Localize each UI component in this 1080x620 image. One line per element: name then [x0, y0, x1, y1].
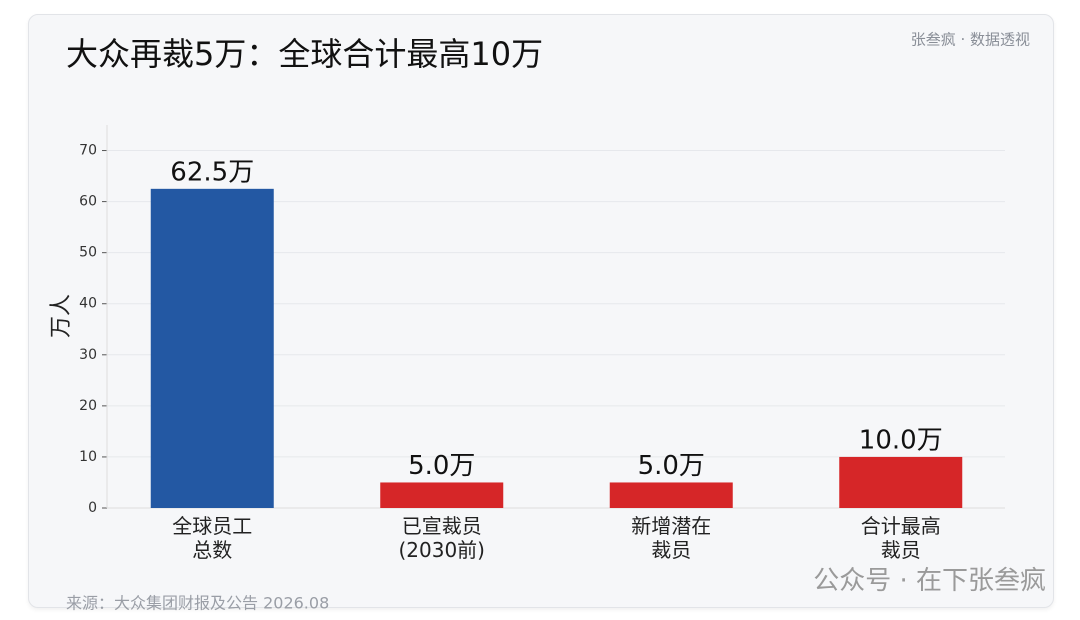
x-tick-label: 新增潜在 裁员 [631, 514, 712, 562]
x-tick-label: 合计最高 裁员 [860, 514, 941, 562]
y-tick-label: 40 [79, 296, 97, 312]
bar [609, 482, 733, 508]
subtitle: 张叁疯 · 数据透视 [911, 31, 1030, 49]
y-tick-label: 0 [88, 500, 97, 516]
y-tick-label: 60 [79, 194, 97, 210]
value-label: 62.5万 [170, 157, 254, 187]
bar [839, 456, 963, 508]
y-tick-label: 70 [79, 143, 97, 159]
x-tick-label: 全球员工 总数 [172, 514, 253, 562]
y-axis-label: 万人 [49, 294, 74, 338]
value-label: 10.0万 [859, 425, 943, 455]
bar [380, 482, 504, 508]
chart-title: 大众再裁5万：全球合计最高10万 [66, 35, 543, 73]
value-label: 5.0万 [638, 451, 705, 481]
y-tick-label: 20 [79, 398, 97, 414]
value-label: 5.0万 [408, 451, 475, 481]
x-tick-label: 已宣裁员 (2030前) [398, 514, 485, 562]
watermark: 公众号 · 在下张叁疯 [813, 566, 1046, 596]
y-tick-label: 30 [79, 347, 97, 363]
y-tick-label: 50 [79, 245, 97, 261]
source: 来源：大众集团财报及公告 2026.08 [66, 594, 329, 613]
y-tick-label: 10 [79, 449, 97, 465]
bar [150, 188, 274, 509]
